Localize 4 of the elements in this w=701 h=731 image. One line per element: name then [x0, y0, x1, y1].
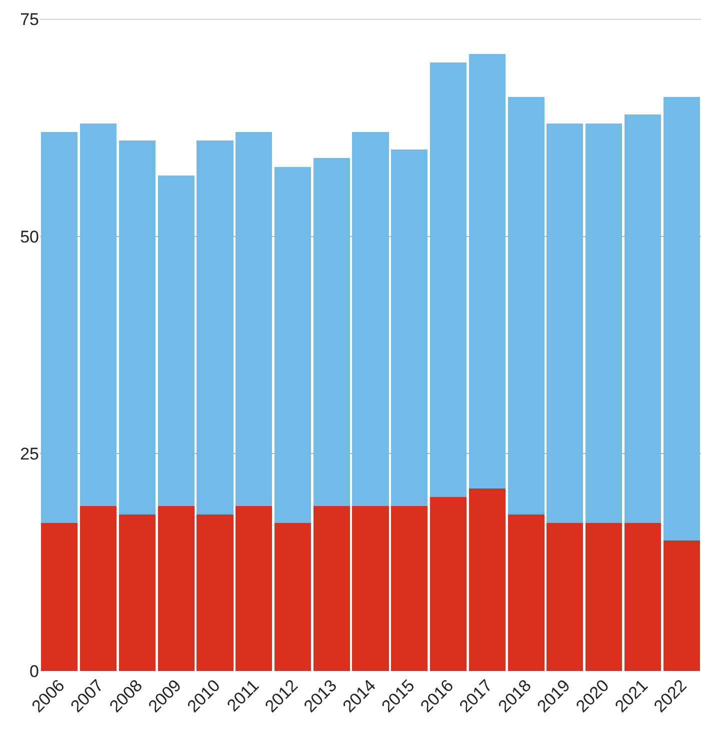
y-tick-label: 50: [20, 227, 39, 246]
y-tick-label: 0: [30, 662, 39, 681]
y-tick-label: 75: [20, 10, 39, 29]
y-tick-label: 25: [20, 444, 39, 464]
